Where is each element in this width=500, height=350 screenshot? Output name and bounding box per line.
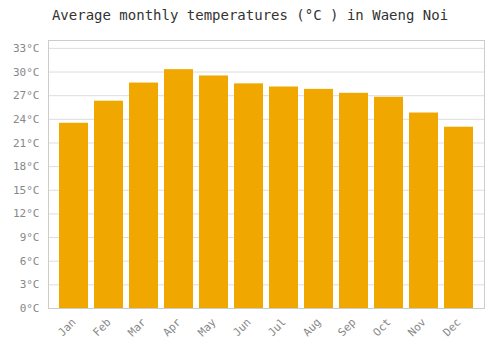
svg-text:Jan: Jan xyxy=(55,316,78,339)
svg-text:Mar: Mar xyxy=(125,315,149,339)
html-text:Average monthly temperatures (: Average monthly temperatures (°C ) in Wa… xyxy=(51,7,449,23)
svg-text:21°C: 21°C xyxy=(13,136,40,149)
svg-text:Sep: Sep xyxy=(335,316,358,339)
svg-text:33°C: 33°C xyxy=(13,42,40,55)
svg-text:Nov: Nov xyxy=(405,315,429,339)
svg-text:30°C: 30°C xyxy=(13,66,40,79)
svg-text:6°C: 6°C xyxy=(20,255,40,268)
svg-text:18°C: 18°C xyxy=(13,160,40,173)
svg-text:15°C: 15°C xyxy=(13,184,40,197)
svg-text:24°C: 24°C xyxy=(13,113,40,126)
svg-text:Jul: Jul xyxy=(265,316,288,339)
svg-text:Dec: Dec xyxy=(440,316,463,339)
svg-text:27°C: 27°C xyxy=(13,89,40,102)
svg-text:12°C: 12°C xyxy=(13,207,40,220)
svg-text:9°C: 9°C xyxy=(20,231,40,244)
svg-text:May: May xyxy=(195,315,219,339)
svg-text:Apr: Apr xyxy=(160,315,184,339)
svg-text:Aug: Aug xyxy=(300,316,323,339)
svg-text:Oct: Oct xyxy=(370,316,393,339)
svg-text:0°C: 0°C xyxy=(20,302,40,315)
svg-text:Feb: Feb xyxy=(90,316,113,339)
svg-text:3°C: 3°C xyxy=(20,278,40,291)
svg-text:Jun: Jun xyxy=(230,316,253,339)
